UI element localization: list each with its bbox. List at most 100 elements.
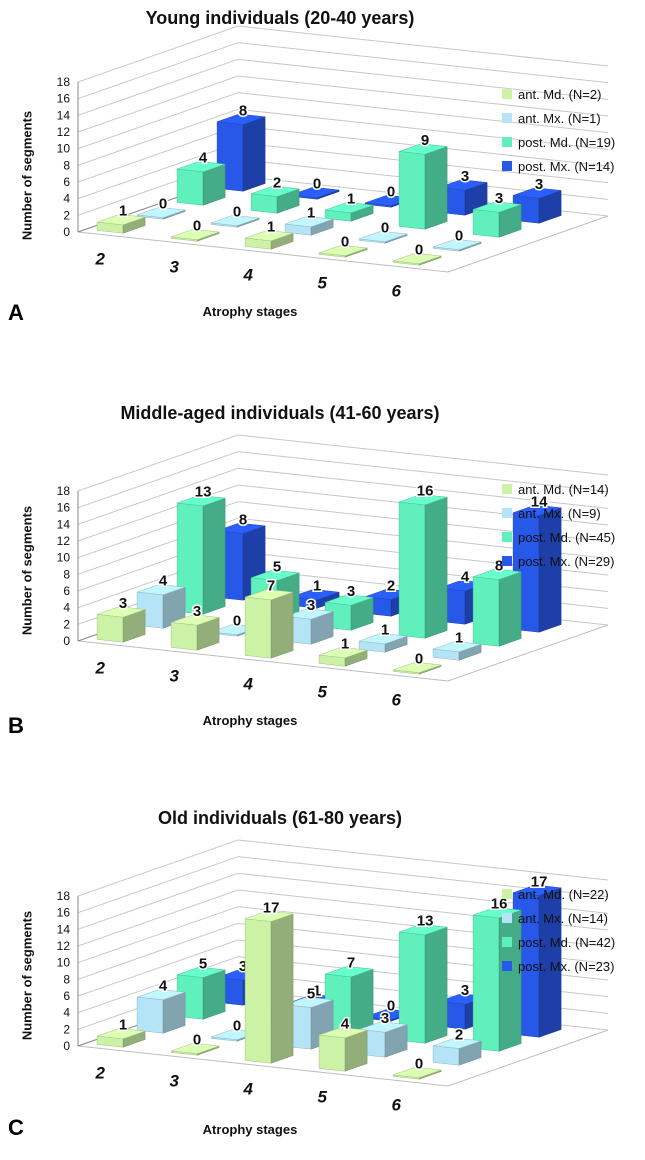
bar-front <box>96 614 124 643</box>
data-label: 4 <box>341 1016 350 1033</box>
data-label: 3 <box>119 595 127 612</box>
data-label: 0 <box>193 1031 201 1048</box>
data-label: 3 <box>239 958 247 975</box>
side-gridline <box>77 142 239 200</box>
panel-letter: C <box>8 1115 24 1140</box>
side-gridline <box>77 839 239 897</box>
floor-edge <box>77 624 609 682</box>
y-tick-label: 8 <box>63 158 70 172</box>
data-label: 0 <box>387 997 395 1014</box>
bar-front <box>398 151 426 230</box>
bar-top <box>217 522 266 534</box>
data-label: 2 <box>273 174 281 191</box>
bar-side <box>424 496 448 639</box>
bar-top <box>399 924 448 936</box>
legend-swatch <box>502 937 512 947</box>
legend-label: post. Md. (N=45) <box>518 529 616 545</box>
side-gridline <box>77 956 239 1014</box>
data-label: 2 <box>387 577 395 594</box>
side-gridline <box>77 467 239 525</box>
bar-ant-md: 7 <box>244 576 294 659</box>
bar-top <box>513 884 562 896</box>
y-tick-label: 12 <box>57 125 71 139</box>
legend-label: ant. Mx. (N=9) <box>518 505 601 521</box>
x-tick-label: 5 <box>317 1087 327 1106</box>
side-gridline <box>77 939 239 997</box>
bar-ant-mx: 1 <box>358 620 408 653</box>
bar-top <box>97 214 146 226</box>
side-gridline <box>77 75 239 133</box>
data-label: 1 <box>381 622 389 639</box>
bar-ant-mx: 0 <box>136 194 186 220</box>
bar-ant-mx: 2 <box>432 1025 482 1066</box>
side-gridline <box>77 58 239 116</box>
y-tick-label: 2 <box>63 617 70 631</box>
data-label: 3 <box>495 190 503 207</box>
bar-top <box>97 606 146 618</box>
y-tick-label: 6 <box>63 989 70 1003</box>
bar-side <box>498 571 522 647</box>
bar-post-mx: 14 <box>512 492 562 633</box>
legend-item-ant-mx: ant. Mx. (N=1) <box>502 106 615 130</box>
side-gridline <box>77 451 239 509</box>
y-tick-label: 10 <box>57 142 71 156</box>
legend-swatch <box>502 161 512 171</box>
bar-post-md: 13 <box>176 482 226 615</box>
legend-item-post-mx: post. Mx. (N=23) <box>502 954 615 978</box>
legend-label: ant. Mx. (N=14) <box>518 910 608 926</box>
bar-ant-mx: 1 <box>284 203 334 236</box>
bar-top <box>473 201 522 213</box>
legend-swatch <box>502 913 512 923</box>
legend-swatch <box>502 508 512 518</box>
data-label: 0 <box>455 227 463 244</box>
bar-top <box>393 1066 442 1078</box>
legend-item-ant-md: ant. Md. (N=14) <box>502 477 615 501</box>
y-tick-label: 2 <box>63 208 70 222</box>
data-label: 3 <box>535 176 543 193</box>
data-label: 3 <box>461 168 469 185</box>
bar-post-md: 9 <box>398 130 448 230</box>
y-tick-label: 6 <box>63 175 70 189</box>
legend-label: ant. Md. (N=22) <box>518 886 609 902</box>
bar-side <box>202 969 226 1020</box>
data-label: 0 <box>313 175 321 192</box>
back-gridline <box>237 92 609 134</box>
bar-top <box>251 185 300 197</box>
data-label: 1 <box>307 205 315 222</box>
data-label: 17 <box>263 899 280 916</box>
side-gridline <box>77 92 239 150</box>
data-label: 2 <box>455 1026 463 1043</box>
x-axis-label: Atrophy stages <box>202 1122 298 1137</box>
back-gridline <box>237 25 609 67</box>
bar-top <box>171 614 220 626</box>
legend-label: post. Md. (N=42) <box>518 934 616 950</box>
y-tick-label: 18 <box>57 484 71 498</box>
bar-top <box>177 966 226 978</box>
bar-ant-md: 3 <box>96 593 146 643</box>
y-tick-label: 16 <box>57 92 71 106</box>
bar-post-md: 2 <box>250 173 300 214</box>
x-tick-label: 4 <box>242 674 253 693</box>
bar-post-md: 8 <box>472 556 522 647</box>
bar-top <box>285 608 334 620</box>
back-gridline <box>237 75 609 117</box>
legend-swatch <box>502 484 512 494</box>
bar-ant-mx: 4 <box>136 976 186 1034</box>
data-label: 4 <box>199 150 208 167</box>
bar-top <box>513 504 562 516</box>
bar-post-md: 3 <box>472 188 522 238</box>
bar-ant-mx: 0 <box>210 202 260 228</box>
legend-swatch <box>502 556 512 566</box>
bar-top <box>325 594 374 606</box>
bar-side <box>270 913 294 1064</box>
data-label: 1 <box>119 1017 127 1034</box>
data-label: 8 <box>495 557 503 574</box>
bar-top <box>393 661 442 673</box>
legend-item-ant-mx: ant. Mx. (N=14) <box>502 906 615 930</box>
y-tick-label: 4 <box>63 192 70 206</box>
legend-item-post-mx: post. Mx. (N=14) <box>502 154 615 178</box>
bar-top <box>211 214 260 226</box>
back-gridline <box>237 434 609 476</box>
